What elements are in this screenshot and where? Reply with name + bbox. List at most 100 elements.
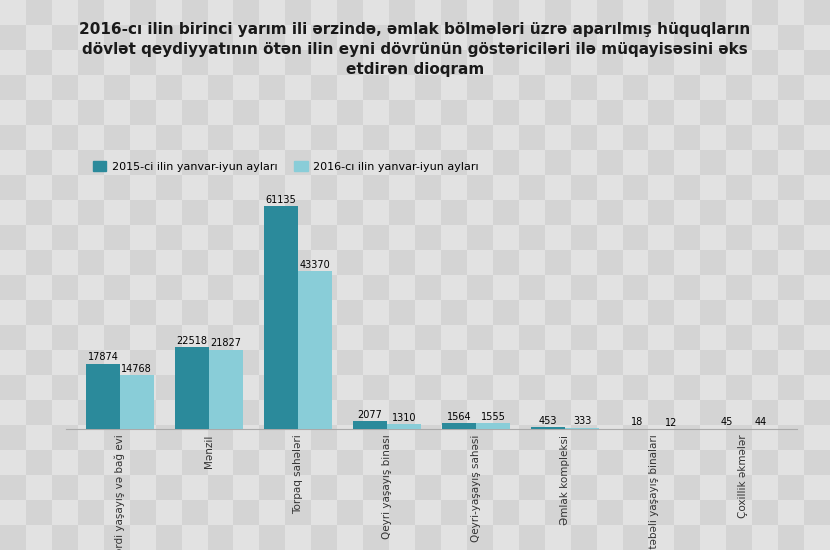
Bar [544,175,571,200]
Bar [311,400,337,425]
Bar [493,175,519,200]
Bar [571,25,597,50]
Bar [156,50,182,75]
Bar [466,25,493,50]
Bar [752,275,779,300]
Bar [571,50,597,75]
Bar [441,250,466,275]
Bar [311,350,337,375]
Bar [260,375,286,400]
Bar [208,300,233,325]
Bar [364,150,389,175]
Bar [233,150,260,175]
Text: 453: 453 [539,416,558,426]
Bar [466,325,493,350]
Bar [156,75,182,100]
Bar [648,200,675,225]
Bar [104,350,129,375]
Bar [129,350,156,375]
Bar [675,0,701,25]
Bar [701,25,726,50]
Bar [726,125,752,150]
Bar [51,275,78,300]
Text: 44: 44 [754,417,766,427]
Bar [286,350,311,375]
Bar [441,100,466,125]
Bar [233,375,260,400]
Bar [311,475,337,500]
Bar [804,175,830,200]
Bar [182,150,208,175]
Bar [337,375,364,400]
Bar [337,225,364,250]
Bar [264,206,298,429]
Bar [779,50,804,75]
Bar [364,200,389,225]
Bar [804,300,830,325]
Bar [571,225,597,250]
Bar [571,375,597,400]
Bar [544,200,571,225]
Bar [0,475,26,500]
Bar [519,150,544,175]
Bar [182,50,208,75]
Bar [389,0,415,25]
Bar [622,375,648,400]
Bar [389,300,415,325]
Bar [648,250,675,275]
Bar [415,500,441,525]
Bar [675,125,701,150]
Bar [804,150,830,175]
Bar [752,150,779,175]
Bar [441,350,466,375]
Bar [597,475,622,500]
Bar [129,50,156,75]
Bar [597,450,622,475]
Legend: 2015-ci ilin yanvar-iyun ayları, 2016-cı ilin yanvar-iyun ayları: 2015-ci ilin yanvar-iyun ayları, 2016-cı… [89,157,483,177]
Text: 22518: 22518 [177,336,208,345]
Bar [466,475,493,500]
Bar [701,450,726,475]
Bar [675,25,701,50]
Bar [544,75,571,100]
Bar [337,425,364,450]
Bar [519,350,544,375]
Bar [129,225,156,250]
Bar [701,75,726,100]
Bar [571,250,597,275]
Bar [597,175,622,200]
Bar [260,525,286,550]
Bar [752,25,779,50]
Bar [129,100,156,125]
Bar [622,225,648,250]
Bar [26,275,51,300]
Bar [804,225,830,250]
Bar [622,100,648,125]
Bar [78,125,104,150]
Bar [493,275,519,300]
Bar [311,125,337,150]
Bar [260,450,286,475]
Bar [779,375,804,400]
Bar [208,75,233,100]
Bar [804,450,830,475]
Bar [337,150,364,175]
Bar [493,150,519,175]
Bar [779,425,804,450]
Bar [571,425,597,450]
Bar [311,325,337,350]
Bar [364,250,389,275]
Bar [726,400,752,425]
Bar [441,325,466,350]
Bar [779,0,804,25]
Bar [415,150,441,175]
Bar [0,250,26,275]
Bar [415,0,441,25]
Bar [233,275,260,300]
Bar [260,325,286,350]
Bar [752,250,779,275]
Bar [441,450,466,475]
Bar [182,375,208,400]
Text: 12: 12 [665,417,677,427]
Bar [701,150,726,175]
